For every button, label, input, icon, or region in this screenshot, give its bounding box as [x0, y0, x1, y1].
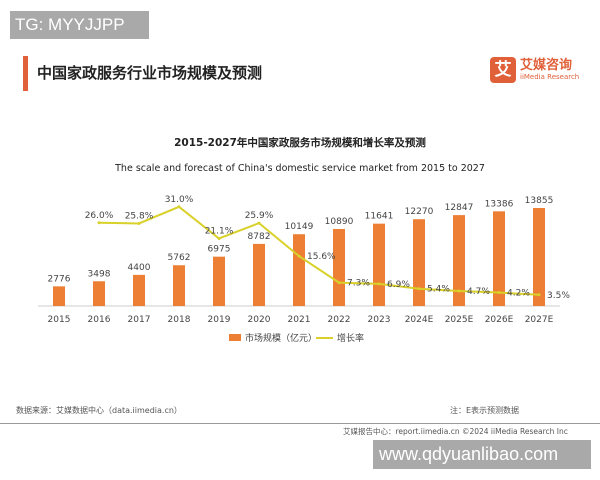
bar-label-2016: 3498	[88, 269, 111, 279]
bar-2015	[53, 286, 65, 306]
bar-label-2023: 11641	[365, 212, 394, 222]
footer-report: 艾媒报告中心：report.iimedia.cn ©2024 iiMedia R…	[343, 427, 568, 436]
page-title: 中国家政服务行业市场规模及预测	[37, 64, 263, 82]
growth-point-2024E	[417, 287, 421, 291]
bar-label-2015: 2776	[48, 274, 71, 284]
logo-icon: 艾	[490, 57, 516, 83]
bar-2024E	[413, 219, 425, 306]
growth-label-2022: 7.3%	[347, 279, 370, 289]
x-tick-2027E: 2027E	[525, 315, 554, 325]
bar-2017	[133, 274, 145, 306]
title-accent-bar	[23, 56, 28, 91]
legend-line-label: 增长率	[337, 332, 364, 344]
x-tick-2021: 2021	[288, 315, 311, 325]
growth-label-2016: 26.0%	[85, 211, 114, 221]
growth-point-2020	[257, 221, 261, 225]
bar-2025E	[453, 215, 465, 306]
x-tick-2019: 2019	[208, 315, 231, 325]
logo-en: iiMedia Research	[520, 73, 580, 81]
x-tick-2016: 2016	[88, 315, 111, 325]
bar-label-2017: 4400	[128, 263, 151, 273]
logo-cn: 艾媒咨询	[520, 58, 573, 73]
growth-label-2026E: 4.2%	[507, 289, 530, 299]
bar-2019	[213, 256, 225, 306]
growth-label-2027E: 3.5%	[547, 291, 570, 301]
watermark-bottom: www.qdyuanlibao.com	[373, 440, 591, 469]
bar-label-2020: 8782	[248, 232, 271, 242]
logo: 艾 艾媒咨询 iiMedia Research	[490, 57, 579, 83]
x-tick-2020: 2020	[248, 315, 271, 325]
chart-title: 2015-2027年中国家政服务市场规模和增长率及预测	[174, 136, 426, 149]
x-tick-2018: 2018	[168, 315, 191, 325]
growth-label-2018: 31.0%	[165, 195, 194, 205]
watermark-top: TG: MYYJJPP	[10, 11, 149, 39]
bar-2022	[333, 228, 345, 306]
footer-note: 注：E表示预测数据	[450, 406, 520, 415]
growth-label-2025E: 4.7%	[467, 287, 490, 297]
growth-point-2021	[297, 254, 301, 258]
growth-label-2023: 6.9%	[387, 280, 410, 290]
growth-point-2022	[337, 281, 341, 285]
growth-label-2021: 15.6%	[307, 252, 336, 262]
bar-label-2025E: 12847	[445, 203, 474, 213]
x-tick-2023: 2023	[368, 315, 391, 325]
growth-label-2017: 25.8%	[125, 211, 154, 221]
growth-point-2016	[97, 221, 101, 225]
legend-bar-label: 市场规模（亿元）	[245, 332, 317, 344]
growth-line	[98, 205, 540, 296]
divider	[0, 423, 600, 424]
bar-2021	[293, 234, 305, 306]
growth-label-2024E: 5.4%	[427, 285, 450, 295]
chart-subtitle: The scale and forecast of China's domest…	[114, 163, 485, 174]
bar-2027E	[533, 208, 545, 306]
growth-point-2026E	[497, 291, 501, 295]
growth-point-2019	[217, 236, 221, 240]
growth-point-2023	[377, 282, 381, 286]
x-tick-2025E: 2025E	[445, 315, 474, 325]
bar-2020	[253, 243, 265, 306]
bar-label-2019: 6975	[208, 245, 231, 255]
growth-point-2025E	[457, 289, 461, 293]
growth-point-2018	[177, 205, 181, 209]
x-tick-2024E: 2024E	[405, 315, 434, 325]
bar-label-2024E: 12270	[405, 207, 434, 217]
x-tick-2026E: 2026E	[485, 315, 514, 325]
bar-label-2026E: 13386	[485, 199, 514, 209]
growth-point-2017	[137, 221, 141, 225]
growth-label-2019: 21.1%	[205, 226, 234, 236]
bar-2026E	[493, 211, 505, 306]
bar-2016	[93, 281, 105, 306]
bar-label-2018: 5762	[168, 253, 191, 263]
bar-label-2027E: 13855	[525, 196, 554, 206]
bar-label-2022: 10890	[325, 217, 354, 227]
x-tick-2022: 2022	[328, 315, 351, 325]
bar-2018	[173, 265, 185, 306]
growth-label-2020: 25.9%	[245, 211, 274, 221]
legend-bar-swatch	[229, 334, 241, 341]
footer-source: 数据来源：艾媒数据中心（data.iimedia.cn）	[16, 406, 182, 415]
growth-point-2027E	[537, 293, 541, 297]
x-tick-2015: 2015	[48, 315, 71, 325]
bar-label-2021: 10149	[285, 222, 314, 232]
bar-2023	[373, 223, 385, 306]
x-tick-2017: 2017	[128, 315, 151, 325]
